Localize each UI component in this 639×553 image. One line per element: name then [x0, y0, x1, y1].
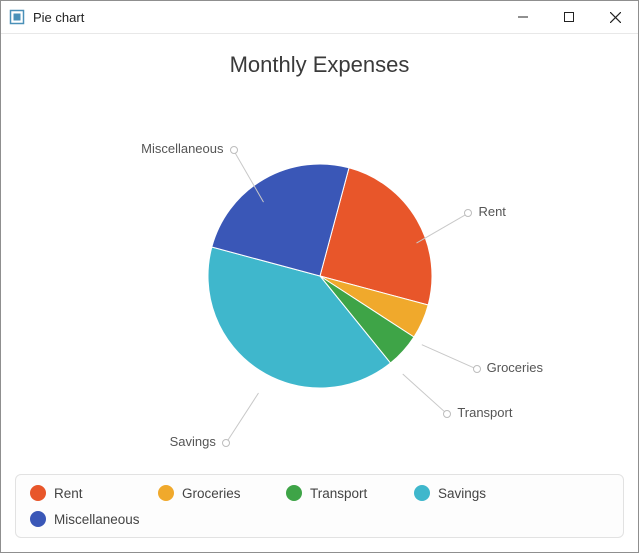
- callout-label: Groceries: [487, 360, 543, 375]
- legend-item: Rent: [30, 485, 130, 501]
- legend-label: Groceries: [182, 486, 241, 501]
- legend-item: Groceries: [158, 485, 258, 501]
- callout-label: Transport: [457, 405, 512, 420]
- callout-dot: [222, 439, 230, 447]
- legend-marker: [30, 485, 46, 501]
- app-icon: [9, 9, 25, 25]
- legend-marker: [158, 485, 174, 501]
- callout-dot: [473, 365, 481, 373]
- app-window: Pie chart Monthly Expenses Rent Groceries…: [0, 0, 639, 553]
- legend-marker: [30, 511, 46, 527]
- chart-area: Monthly Expenses Rent Groceries Transport S…: [1, 34, 638, 474]
- legend-label: Miscellaneous: [54, 512, 140, 527]
- window-title: Pie chart: [33, 10, 500, 25]
- callout-label: Miscellaneous: [141, 141, 223, 156]
- legend-item: Miscellaneous: [30, 511, 140, 527]
- callout-dot: [230, 146, 238, 154]
- legend-marker: [414, 485, 430, 501]
- legend-label: Savings: [438, 486, 486, 501]
- maximize-button[interactable]: [546, 1, 592, 33]
- minimize-button[interactable]: [500, 1, 546, 33]
- close-button[interactable]: [592, 1, 638, 33]
- callout-label: Rent: [478, 204, 505, 219]
- window-controls: [500, 1, 638, 33]
- legend-item: Savings: [414, 485, 514, 501]
- legend-item: Transport: [286, 485, 386, 501]
- callout-label: Savings: [170, 434, 216, 449]
- pie-chart: [208, 164, 432, 388]
- legend: Rent Groceries Transport Savings Miscellaneo…: [15, 474, 624, 538]
- legend-label: Rent: [54, 486, 83, 501]
- titlebar: Pie chart: [1, 1, 638, 34]
- chart-title: Monthly Expenses: [1, 52, 638, 78]
- callout-dot: [464, 209, 472, 217]
- legend-marker: [286, 485, 302, 501]
- legend-label: Transport: [310, 486, 367, 501]
- callout-dot: [443, 410, 451, 418]
